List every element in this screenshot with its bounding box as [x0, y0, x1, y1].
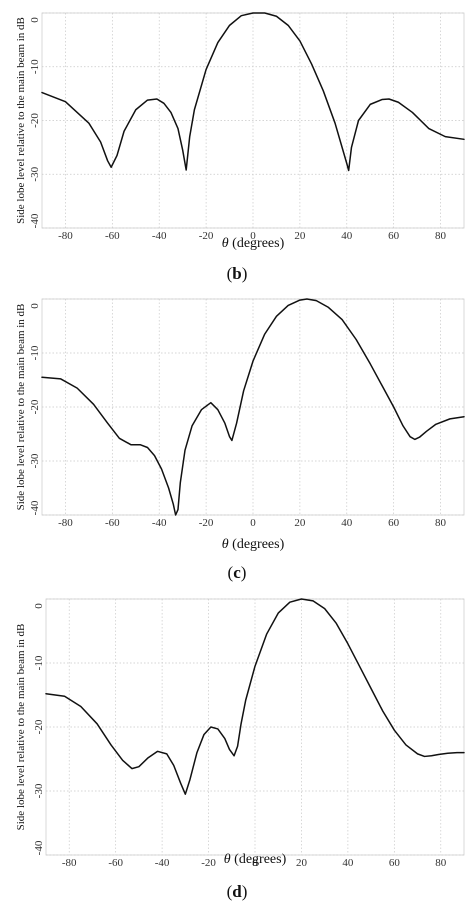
- y-tick-label: -30: [33, 783, 45, 798]
- panel-letter: d: [232, 882, 242, 901]
- series-line: [45, 598, 465, 795]
- y-tick-label: -40: [33, 840, 45, 855]
- x-tick-label: 80: [435, 230, 447, 242]
- panel-letter: b: [232, 264, 241, 283]
- x-tick-label: -60: [105, 517, 120, 529]
- x-tick-label: 40: [341, 517, 353, 529]
- y-tick-label: 0: [29, 17, 41, 23]
- x-tick-label: 40: [341, 230, 353, 242]
- y-tick-label: -10: [29, 59, 41, 74]
- x-tick-label: 0: [250, 517, 256, 529]
- x-axis-symbol: θ: [222, 236, 229, 251]
- x-axis-unit: (degrees): [231, 852, 287, 867]
- x-tick-label: -20: [199, 230, 214, 242]
- y-tick-label: -40: [29, 213, 41, 228]
- series-line: [41, 298, 465, 516]
- x-tick-label: -60: [105, 230, 120, 242]
- y-tick-label: -40: [29, 500, 41, 515]
- x-axis-unit: (degrees): [229, 537, 285, 552]
- x-tick-label: 20: [294, 517, 306, 529]
- panel-label: (b): [227, 264, 248, 283]
- y-tick-label: 0: [29, 303, 41, 309]
- panel-letter: c: [233, 563, 241, 582]
- series-line: [41, 12, 465, 172]
- x-tick-label: 40: [342, 857, 354, 869]
- x-tick-label: 20: [294, 230, 306, 242]
- x-tick-label: -80: [58, 230, 73, 242]
- x-tick-label: 0: [250, 230, 256, 242]
- y-axis-label: Side lobe level relative to the main bea…: [15, 17, 27, 224]
- x-tick-label: -20: [201, 857, 216, 869]
- x-tick-label: 60: [389, 857, 401, 869]
- x-tick-label: 60: [388, 517, 400, 529]
- x-tick-label: 60: [388, 230, 400, 242]
- x-tick-label: -20: [199, 517, 214, 529]
- x-tick-label: -40: [152, 230, 167, 242]
- x-axis-label: θ (degrees): [222, 236, 285, 251]
- x-axis-symbol: θ: [224, 852, 231, 867]
- panel-label: (c): [228, 563, 247, 582]
- panel-label: (d): [227, 882, 248, 901]
- y-tick-label: -30: [29, 166, 41, 181]
- x-tick-label: 0: [252, 857, 258, 869]
- x-tick-label: 80: [435, 517, 447, 529]
- y-axis-label: Side lobe level relative to the main bea…: [15, 304, 27, 511]
- x-tick-label: -40: [155, 857, 170, 869]
- x-axis-unit: (degrees): [229, 236, 285, 251]
- x-tick-label: -60: [108, 857, 123, 869]
- x-tick-label: 20: [296, 857, 308, 869]
- x-axis-label: θ (degrees): [224, 852, 287, 867]
- y-tick-label: -10: [33, 655, 45, 670]
- chart-panel-d: -80 -60 -40 -20 0 20 40 60 80 0 -10 -20 -30 -40 Side l…: [15, 598, 465, 901]
- x-axis-label: θ (degrees): [222, 537, 285, 552]
- x-tick-label: -40: [152, 517, 167, 529]
- y-tick-label: -30: [29, 453, 41, 468]
- y-tick-label: -10: [29, 345, 41, 360]
- y-tick-label: -20: [29, 399, 41, 414]
- y-tick-label: -20: [29, 113, 41, 128]
- y-tick-label: 0: [33, 603, 45, 609]
- x-tick-label: 80: [435, 857, 447, 869]
- x-tick-label: -80: [58, 517, 73, 529]
- y-tick-label: -20: [33, 719, 45, 734]
- x-axis-symbol: θ: [222, 537, 229, 552]
- y-axis-label: Side lobe level relative to the main bea…: [15, 624, 27, 831]
- x-tick-label: -80: [62, 857, 77, 869]
